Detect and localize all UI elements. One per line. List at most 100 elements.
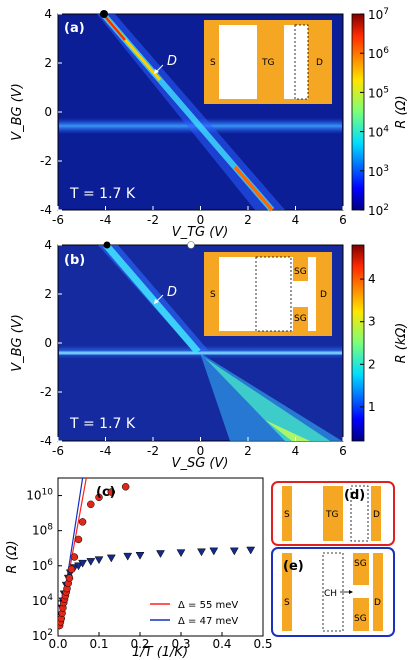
panel-d-d: D	[373, 510, 380, 520]
panel-d: (d) S TG D	[271, 481, 395, 546]
y-tick-label: -2	[40, 154, 52, 168]
panel-d-tg: TG	[325, 510, 338, 520]
panel-e-s: S	[284, 598, 290, 608]
panel-e-sg-top	[353, 553, 369, 585]
triangle-point	[246, 546, 256, 555]
panel-e-channel	[322, 552, 344, 632]
panel-d-channel	[350, 485, 369, 542]
panel-b-colorbar	[351, 244, 365, 442]
x-tick-label: -4	[100, 213, 112, 227]
panel-c-axes: 0.0 0.1 0.2 0.3 0.4 0.5 102 104 106 108 1010	[26, 488, 272, 651]
x-tick-label: -2	[147, 213, 159, 227]
y-tick-label: 2	[44, 287, 52, 301]
panel-e-sg1: SG	[354, 559, 367, 569]
x-tick-label: 4	[292, 213, 300, 227]
panel-a-temperature: T = 1.7 K	[69, 186, 136, 202]
colorbar-tick-label: 4	[368, 272, 376, 286]
triangle-point	[74, 562, 83, 571]
colorbar-tick-label: 106	[368, 46, 389, 61]
x-tick-label: -4	[100, 444, 112, 458]
panel-e-arrowhead	[349, 590, 353, 594]
triangle-point	[123, 552, 133, 561]
panel-a-inset-tg: TG	[261, 58, 274, 68]
triangle-point	[106, 554, 116, 563]
x-tick-label: 0.3	[171, 637, 190, 651]
x-tick-label: 4	[292, 444, 300, 458]
colorbar-tick-label: 1	[368, 400, 376, 414]
colorbar-tick-label: 107	[368, 7, 389, 22]
panel-b-colorbar-label: R (kΩ)	[394, 323, 409, 364]
colorbar-tick-label: 2	[368, 357, 376, 371]
panel-b-inset-sg-bottom: SG	[294, 314, 307, 324]
x-tick-label: -6	[52, 444, 64, 458]
x-tick-label: 0.1	[89, 637, 108, 651]
panel-b-fan-core	[205, 358, 330, 441]
panel-c-series	[58, 478, 256, 630]
panel-a-colorbar	[351, 13, 365, 211]
circle-point	[95, 493, 103, 502]
triangle-point	[197, 548, 206, 557]
panel-d-label-text: (d)	[344, 488, 365, 503]
x-tick-label: 0.5	[253, 637, 272, 651]
y-tick-label: 0	[44, 336, 52, 350]
panel-a: (a) T = 1.7 K D S TG D 10710610510410310…	[10, 7, 409, 240]
y-tick-label: 104	[32, 593, 53, 608]
y-tick-label: 4	[44, 7, 52, 21]
colorbar-tick-label: 103	[368, 164, 389, 179]
x-tick-label: 0.2	[130, 637, 149, 651]
circle-point	[107, 488, 116, 496]
panel-d-topgate	[323, 486, 343, 541]
y-tick-label: 0	[44, 105, 52, 119]
legend-label: Δ = 55 meV	[178, 600, 238, 611]
colorbar-tick-label: 104	[368, 125, 389, 140]
y-tick-label: -4	[40, 434, 52, 448]
x-tick-label: 0	[197, 444, 205, 458]
panel-b-fan	[200, 353, 342, 441]
panel-b-marker-white	[187, 241, 195, 249]
panel-b-d-arrowhead	[154, 299, 159, 304]
panel-b-xlabel: V_SG (V)	[172, 456, 229, 471]
circle-point	[67, 565, 76, 574]
triangle-point	[229, 547, 239, 556]
y-tick-label: 1010	[26, 488, 53, 503]
colorbar-tick-label: 105	[368, 85, 389, 100]
panel-a-xlabel: V_TG (V)	[172, 225, 229, 240]
panel-b-inset: S SG SG D	[204, 252, 332, 336]
panel-a-colorbar-ticks: 107 106 105 104 103 102	[360, 7, 389, 218]
triangle-point	[135, 551, 145, 560]
panel-e-d: D	[374, 598, 381, 608]
panel-b-d-label: D	[167, 285, 177, 300]
x-tick-label: -6	[52, 213, 64, 227]
circle-point	[74, 535, 83, 544]
panel-c-ylabel: R (Ω)	[5, 540, 20, 573]
panel-c-label: (c)	[96, 485, 116, 500]
panel-e-sg2: SG	[354, 614, 367, 624]
panel-a-d-label: D	[167, 54, 177, 69]
panel-e-sg-bottom	[353, 598, 369, 631]
circle-point	[87, 500, 95, 509]
panel-d-source	[282, 486, 292, 541]
x-tick-label: 0	[197, 213, 205, 227]
panel-b-fan-hot	[265, 420, 310, 441]
panel-b-marker-black	[103, 241, 111, 249]
x-tick-label: 2	[244, 444, 252, 458]
panel-c-legend: Δ = 55 meV Δ = 47 meV	[150, 600, 238, 627]
panel-c: 0.0 0.1 0.2 0.3 0.4 0.5 102 104 106 108 1010 (c) Δ…	[5, 477, 273, 660]
colorbar-tick-label: 3	[368, 315, 376, 329]
legend-label: Δ = 47 meV	[178, 616, 238, 627]
y-tick-label: 102	[32, 628, 53, 643]
panel-e-source	[282, 553, 292, 631]
triangle-point	[86, 558, 96, 566]
x-tick-label: -2	[147, 444, 159, 458]
panel-c-xlabel: 1/T (1/K)	[132, 645, 188, 660]
panel-a-diagonal-line-red	[102, 13, 126, 41]
panel-a-inset: S TG D	[204, 20, 332, 104]
y-tick-label: 2	[44, 56, 52, 70]
panel-a-inset-d: D	[316, 58, 323, 68]
triangle-point	[78, 559, 88, 568]
triangle-point	[176, 549, 186, 558]
circle-point	[70, 553, 79, 561]
y-tick-label: 106	[32, 558, 53, 573]
x-tick-label: 6	[339, 444, 347, 458]
